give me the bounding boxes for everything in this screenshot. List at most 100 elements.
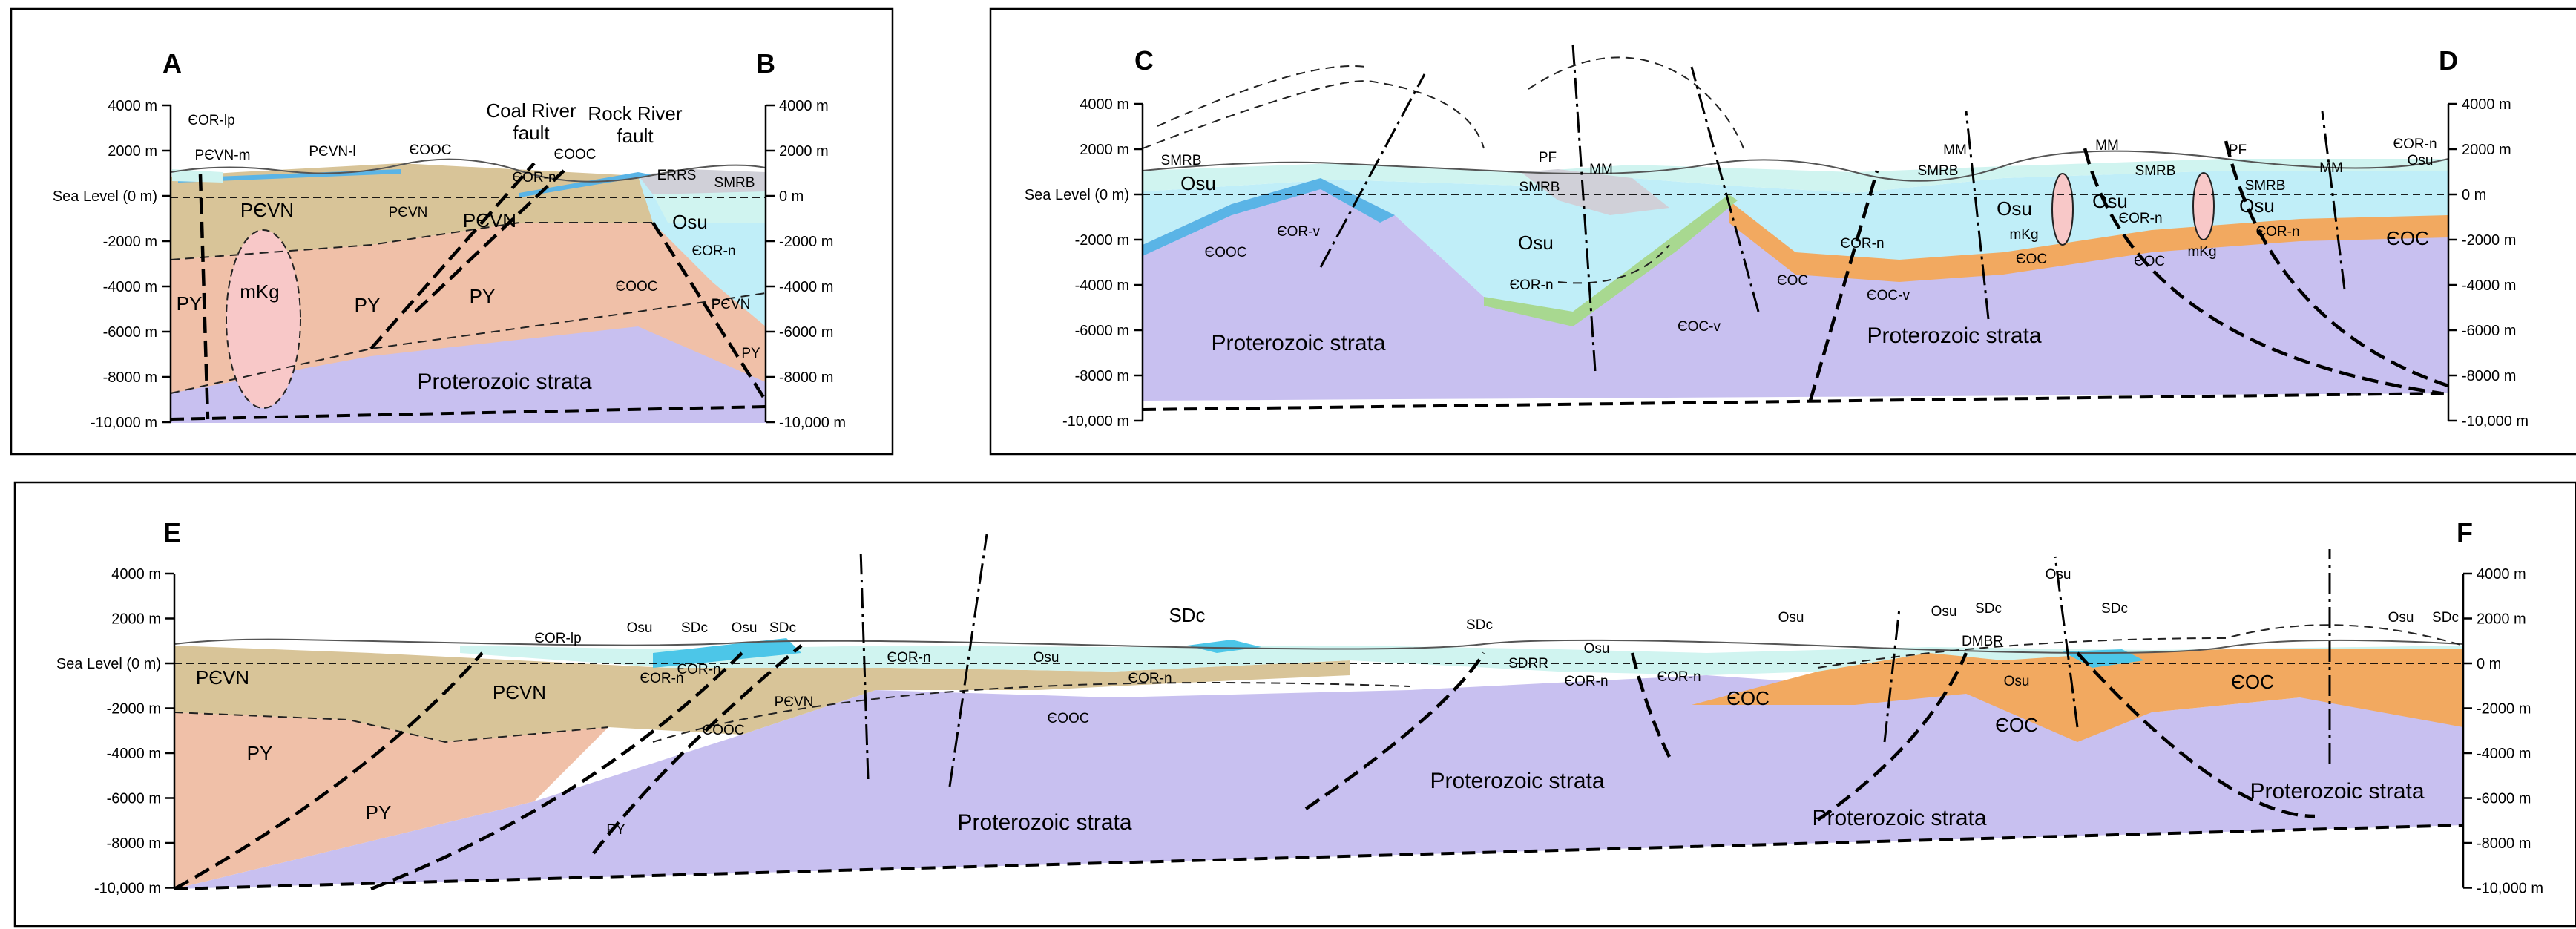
ef-label-strata1: Proterozoic strata xyxy=(957,810,1131,835)
cd-label-coc1: ЄOC xyxy=(1777,273,1808,289)
coal-river-fault-label-2: fault xyxy=(513,122,550,144)
cd-label-osu6: Osu xyxy=(2408,153,2434,168)
cd-label-smrb3: SMRB xyxy=(1918,163,1959,179)
ab-left-tick-label: 2000 m xyxy=(108,143,157,160)
cd-left-tick-label: 4000 m xyxy=(1080,96,1129,113)
ef-proterozoic xyxy=(174,675,2463,889)
ef-left-tick-label: -4000 m xyxy=(107,746,161,762)
cd-label-smrb4: SMRB xyxy=(2135,163,2176,179)
ef-label-cor_n5: ЄOR-n xyxy=(1564,674,1608,689)
cd-label-pf1: PF xyxy=(1539,150,1557,165)
ef-right-tick-label: 4000 m xyxy=(2477,566,2526,582)
cd-label-cor_n1: ЄOR-n xyxy=(1509,278,1553,293)
cd-label-strata1: Proterozoic strata xyxy=(1211,331,1385,355)
ef-label-sdc2: SDc xyxy=(769,620,796,636)
cd-left-tick-label: 2000 m xyxy=(1080,142,1129,158)
ef-label-osu5: Osu xyxy=(1778,610,1804,626)
ab-py xyxy=(171,223,766,393)
ab-left-tick-label: -2000 m xyxy=(103,234,157,250)
ef-left-tick-label: 2000 m xyxy=(111,611,161,628)
cd-left-tick-label: -10,000 m xyxy=(1062,413,1129,430)
ab-label-cor_lp: ЄOR-lp xyxy=(188,113,234,128)
ef-label-coc1: ЄOC xyxy=(1726,687,1770,709)
ef-sdc xyxy=(653,638,801,668)
ef-label-pcvn2: PЄVN xyxy=(493,681,546,703)
ef-left-tick-label: -8000 m xyxy=(107,836,161,852)
cd-coc-band xyxy=(1729,200,2448,282)
ab-end-label: B xyxy=(756,48,775,79)
ef-label-cor_n3: ЄOR-n xyxy=(887,650,930,666)
cd-start-label: C xyxy=(1134,45,1154,76)
ab-right-tick-label: 2000 m xyxy=(779,143,829,160)
ef-label-cor_n2: ЄOR-n xyxy=(677,662,720,677)
rock-river-fault-label: Rock River xyxy=(588,102,682,125)
cd-label-coc4: ЄOC xyxy=(2386,227,2429,249)
ab-left-tick-label: -6000 m xyxy=(103,324,157,341)
ab-cor-lp xyxy=(172,169,223,183)
ab-smrb xyxy=(638,169,766,194)
ab-label-mkg: mKg xyxy=(240,280,279,303)
ab-label-py4: PY xyxy=(741,346,760,361)
ab-left-tick-label: -4000 m xyxy=(103,279,157,295)
ef-label-py3: PY xyxy=(606,822,625,838)
ef-label-sdrr: SDRR xyxy=(1508,656,1548,672)
ef-right-tick-label: -8000 m xyxy=(2477,836,2531,852)
ef-label-osu7: Osu xyxy=(2004,674,2030,689)
ef-label-py2: PY xyxy=(366,801,392,824)
ab-label-pcvn1: PЄVN xyxy=(240,199,294,221)
cd-right-tick-label: 2000 m xyxy=(2462,142,2511,158)
ef-label-cor_n6: ЄOR-n xyxy=(1657,669,1701,685)
ef-right-tick-label: 0 m xyxy=(2477,656,2501,672)
cd-left-tick-label: -6000 m xyxy=(1075,323,1129,339)
cd-cor xyxy=(1143,171,2448,319)
panel-ab xyxy=(10,7,894,456)
ab-label-py2: PY xyxy=(355,294,381,316)
ab-label-py1: PY xyxy=(177,292,203,315)
ab-right-tick-label: -4000 m xyxy=(779,279,833,295)
cd-left-tick-label: -2000 m xyxy=(1075,232,1129,249)
ab-right-tick-label: -10,000 m xyxy=(779,415,846,431)
ef-left-tick-label: -2000 m xyxy=(107,701,161,718)
cd-label-coc2: ЄOC xyxy=(2016,252,2047,267)
ab-label-errs: ERRS xyxy=(657,168,697,183)
ab-label-pcvn4: PЄVN xyxy=(712,297,751,312)
ef-left-tick-label: Sea Level (0 m) xyxy=(56,656,161,672)
ef-label-osu4: Osu xyxy=(1584,641,1610,657)
ab-label-pcvn2: PЄVN xyxy=(389,205,428,220)
ab-cooc-east xyxy=(519,172,653,197)
ef-label-sdc1: SDc xyxy=(681,620,708,636)
ef-left-tick-label: 4000 m xyxy=(111,566,161,582)
ab-left-tick-label: -8000 m xyxy=(103,370,157,386)
ab-osu xyxy=(653,191,766,223)
ab-label-strata: Proterozoic strata xyxy=(417,370,591,394)
cd-label-cor_v: ЄOR-v xyxy=(1277,224,1320,240)
ef-label-osu9: Osu xyxy=(2388,610,2414,626)
cd-label-cor_n3: ЄOR-n xyxy=(2118,211,2162,226)
panel-cd xyxy=(989,7,2576,456)
ef-label-cor_n4: ЄOR-n xyxy=(1128,671,1172,686)
ef-label-coc3: ЄOC xyxy=(2231,671,2274,693)
ef-label-osu3: Osu xyxy=(1034,650,1059,666)
ab-label-osu: Osu xyxy=(672,211,708,233)
ef-label-sdc4: SDc xyxy=(1466,617,1493,633)
ef-label-dmbr: DMBR xyxy=(1962,634,2003,649)
cd-proterozoic xyxy=(1143,178,2448,401)
cd-label-coc3: ЄOC xyxy=(2134,254,2165,269)
ef-left-tick-label: -6000 m xyxy=(107,791,161,807)
cd-left-tick-label: -4000 m xyxy=(1075,278,1129,294)
ab-label-smrb: SMRB xyxy=(714,175,755,191)
ef-label-osu1: Osu xyxy=(627,620,653,636)
ab-label-py3: PY xyxy=(470,285,496,307)
ef-label-pcvn3: PЄVN xyxy=(775,695,814,710)
cd-cooc xyxy=(1143,178,1395,256)
ab-label-cooc3: ЄOOC xyxy=(616,279,658,295)
cd-mkg1 xyxy=(2051,173,2074,246)
ef-start-label: E xyxy=(163,517,181,548)
cd-right-tick-label: -6000 m xyxy=(2462,323,2516,339)
ab-right-tick-label: -8000 m xyxy=(779,370,833,386)
cd-left-tick-label: -8000 m xyxy=(1075,368,1129,384)
cd-label-osu5: Osu xyxy=(2239,194,2275,217)
ab-label-cooc: ЄOOC xyxy=(410,142,452,158)
ab-right-tick-label: -2000 m xyxy=(779,234,833,250)
ab-left-tick-label: 4000 m xyxy=(108,98,157,114)
